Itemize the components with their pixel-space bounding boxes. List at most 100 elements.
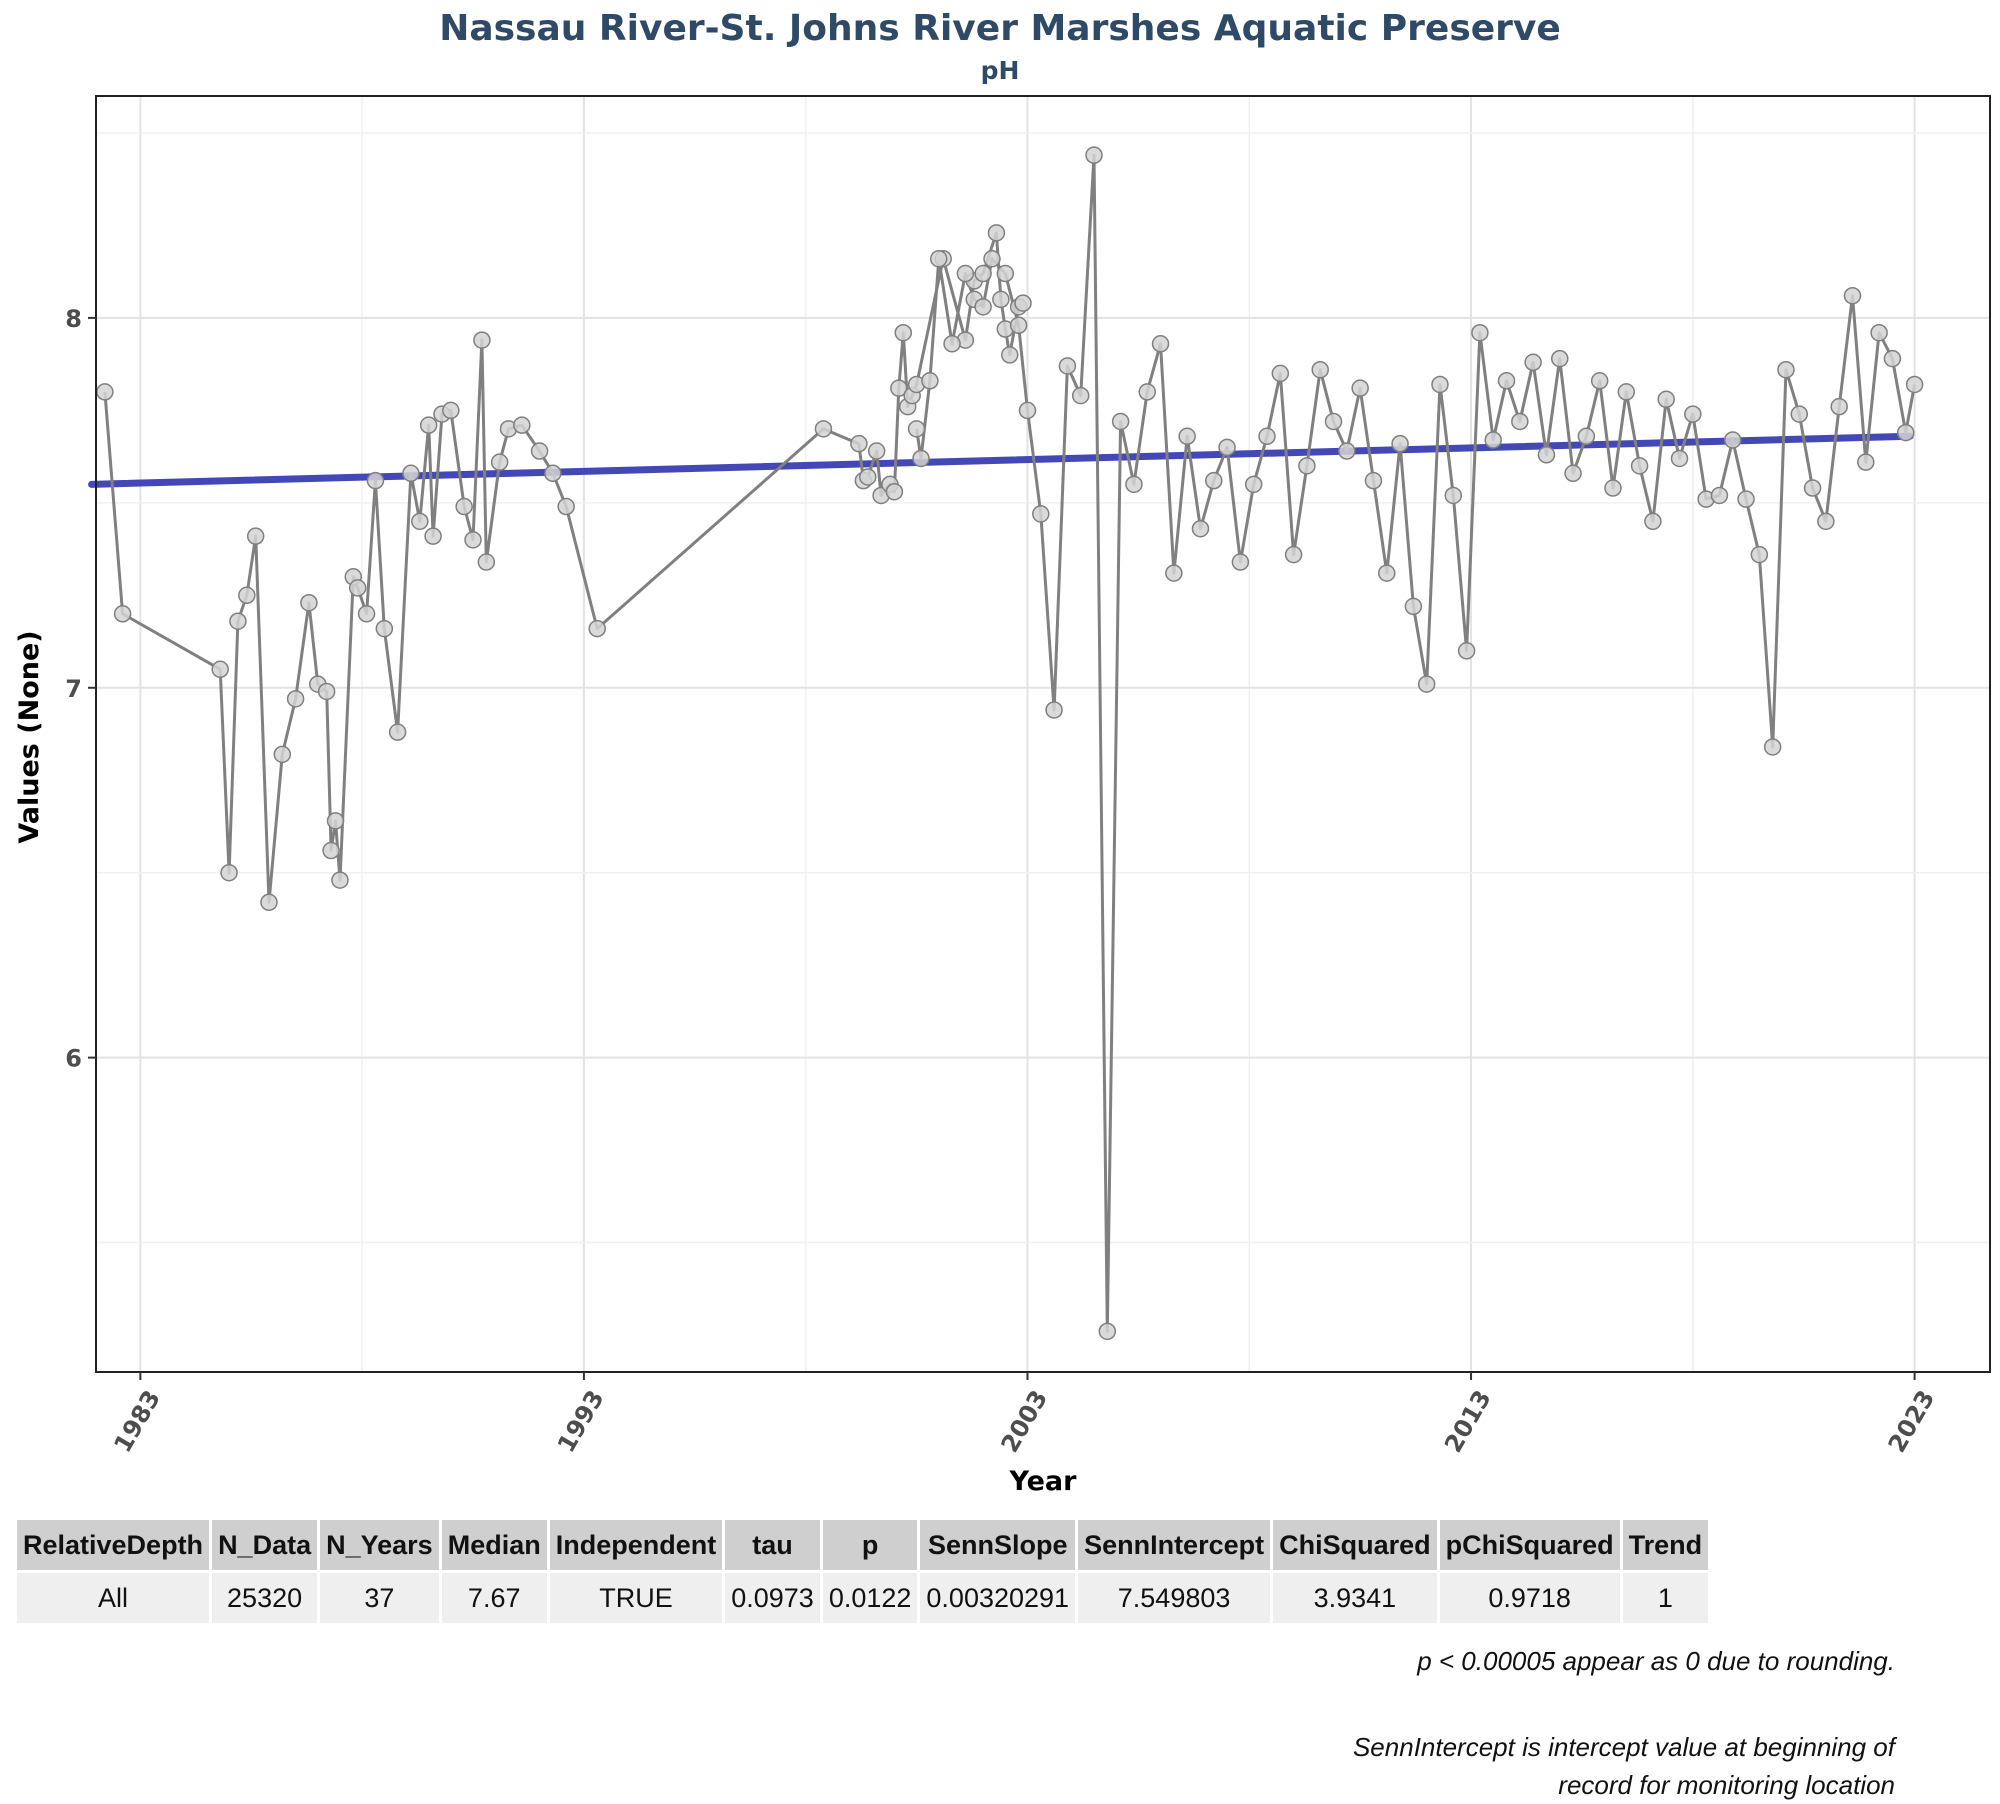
data-point [867, 442, 886, 460]
data-point [375, 619, 394, 638]
data-point [1790, 405, 1809, 423]
data-point [273, 745, 292, 764]
plot-frame [95, 95, 1991, 1373]
data-point [1803, 479, 1822, 497]
data-point [1604, 479, 1622, 497]
table-cell: TRUE [548, 1570, 726, 1623]
data-point [1843, 286, 1862, 305]
data-point [402, 464, 420, 483]
data-point [1138, 383, 1156, 401]
y-axis-label: Values (None) [14, 630, 45, 843]
data-point [113, 605, 132, 623]
data-point [211, 660, 229, 679]
data-point [814, 420, 833, 438]
data-point [956, 264, 975, 283]
data-point [1737, 490, 1755, 508]
data-point [220, 863, 238, 882]
table-header-cell: SennSlope [918, 1520, 1079, 1572]
data-point [1617, 383, 1636, 401]
data-point [544, 464, 562, 483]
data-point [1883, 349, 1902, 368]
data-point [1258, 427, 1276, 446]
table-cell: 0.00320291 [918, 1570, 1079, 1623]
data-point [1151, 335, 1170, 353]
data-point [1378, 564, 1396, 582]
data-point [1417, 675, 1436, 693]
ph-time-series-chart: 1983 1993 2003 2013 2023 6 7 8 Year Values (Non… [14, 95, 1991, 1497]
data-point [588, 619, 606, 638]
data-point [388, 723, 407, 741]
data-point [1657, 390, 1675, 409]
data-point [1404, 597, 1423, 616]
data-point [455, 497, 473, 516]
series-points [96, 146, 1924, 1341]
table-cell: 0.9718 [1438, 1570, 1623, 1623]
rounding-note: p < 0.00005 appear as 0 due to rounding. [1417, 1646, 1895, 1676]
table-cell: All [17, 1570, 213, 1623]
data-point [1511, 412, 1529, 431]
data-point [1590, 372, 1609, 390]
data-point [464, 531, 482, 549]
data-point [1351, 379, 1369, 397]
table-cell: 7.549803 [1076, 1570, 1274, 1623]
data-point [1670, 449, 1689, 468]
x-tick-label: 2023 [1883, 1385, 1941, 1457]
data-point [1684, 405, 1702, 423]
x-tick-label: 2003 [996, 1385, 1054, 1457]
table-header-cell: SennIntercept [1076, 1520, 1274, 1572]
data-point [850, 434, 868, 453]
data-point [1218, 438, 1236, 457]
data-point [1471, 323, 1489, 342]
chart-title: Nassau River-St. Johns River Marshes Aqu… [439, 8, 1561, 49]
chart-subtitle: pH [980, 56, 1020, 85]
table-header-cell: RelativeDepth [17, 1520, 213, 1572]
data-point [229, 612, 247, 630]
data-point [1710, 486, 1729, 505]
data-point [987, 224, 1006, 242]
data-point [1298, 457, 1316, 475]
data-point [490, 453, 509, 471]
data-point [974, 298, 992, 316]
data-point [300, 593, 318, 612]
data-point [1098, 1322, 1117, 1341]
data-point [1009, 316, 1028, 335]
data-point [1311, 360, 1329, 379]
data-point [326, 812, 345, 830]
data-point [1018, 401, 1037, 420]
table-header-cell: Trend [1621, 1520, 1712, 1572]
data-point [943, 335, 961, 353]
data-point [96, 383, 114, 401]
data-point [1777, 360, 1795, 379]
data-point [1178, 427, 1196, 446]
y-tick-label: 8 [65, 305, 82, 333]
data-point [1045, 701, 1063, 719]
data-point [477, 553, 496, 571]
data-point [331, 871, 349, 889]
table-header-cell: Independent [548, 1520, 726, 1572]
data-point [1457, 642, 1476, 660]
data-point [286, 690, 305, 708]
table-cell: 7.67 [440, 1570, 550, 1623]
data-point [246, 527, 265, 545]
data-point [996, 264, 1015, 283]
data-point [1497, 372, 1516, 390]
data-point [1032, 505, 1050, 523]
data-point [473, 331, 491, 349]
data-point [859, 468, 877, 486]
data-point [1524, 353, 1542, 372]
data-point [348, 579, 367, 597]
data-point [890, 379, 908, 397]
data-point [1564, 464, 1582, 483]
data-point [1085, 146, 1103, 164]
data-point [1284, 545, 1303, 564]
data-point [260, 893, 278, 912]
data-point [1870, 323, 1888, 342]
data-point [1763, 738, 1782, 756]
x-tick-label: 2013 [1439, 1385, 1497, 1457]
data-point [1905, 375, 1924, 394]
table-header-cell: pChiSquared [1438, 1520, 1623, 1572]
data-point [1484, 431, 1502, 449]
data-point [1014, 294, 1032, 312]
y-tick-label: 6 [65, 1045, 82, 1073]
data-point [1750, 545, 1769, 564]
